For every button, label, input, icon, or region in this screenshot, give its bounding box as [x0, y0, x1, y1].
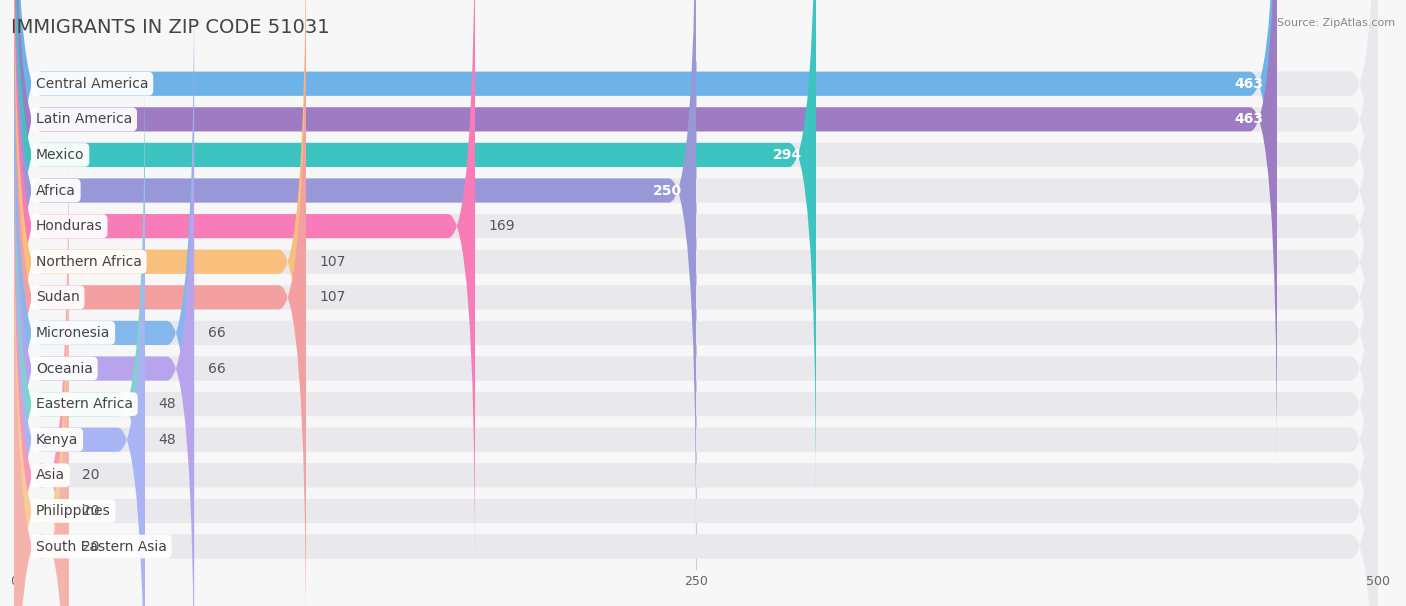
FancyBboxPatch shape	[14, 0, 194, 606]
FancyBboxPatch shape	[14, 0, 696, 534]
FancyBboxPatch shape	[14, 0, 1277, 428]
FancyBboxPatch shape	[14, 60, 1378, 606]
Text: Mexico: Mexico	[37, 148, 84, 162]
FancyBboxPatch shape	[14, 0, 307, 606]
FancyBboxPatch shape	[14, 0, 1378, 428]
FancyBboxPatch shape	[14, 202, 69, 606]
Text: 250: 250	[654, 184, 682, 198]
FancyBboxPatch shape	[14, 132, 1378, 606]
Text: Northern Africa: Northern Africa	[37, 255, 142, 268]
FancyBboxPatch shape	[14, 0, 815, 499]
Text: Source: ZipAtlas.com: Source: ZipAtlas.com	[1277, 18, 1395, 28]
FancyBboxPatch shape	[14, 202, 1378, 606]
FancyBboxPatch shape	[14, 0, 1378, 534]
FancyBboxPatch shape	[14, 132, 69, 606]
Text: Asia: Asia	[37, 468, 65, 482]
Text: 20: 20	[82, 504, 100, 518]
Text: 66: 66	[208, 362, 225, 376]
FancyBboxPatch shape	[14, 0, 475, 570]
Text: Latin America: Latin America	[37, 112, 132, 126]
Text: Kenya: Kenya	[37, 433, 79, 447]
FancyBboxPatch shape	[14, 0, 1378, 606]
FancyBboxPatch shape	[14, 0, 1378, 605]
FancyBboxPatch shape	[14, 96, 1378, 606]
FancyBboxPatch shape	[14, 0, 1378, 499]
Text: IMMIGRANTS IN ZIP CODE 51031: IMMIGRANTS IN ZIP CODE 51031	[11, 18, 330, 37]
FancyBboxPatch shape	[14, 0, 1277, 463]
FancyBboxPatch shape	[14, 96, 145, 606]
FancyBboxPatch shape	[14, 25, 194, 606]
Text: 48: 48	[159, 433, 176, 447]
Text: 48: 48	[159, 397, 176, 411]
Text: Honduras: Honduras	[37, 219, 103, 233]
Text: 20: 20	[82, 468, 100, 482]
Text: Central America: Central America	[37, 77, 149, 91]
Text: Micronesia: Micronesia	[37, 326, 110, 340]
Text: Philippines: Philippines	[37, 504, 111, 518]
Text: 20: 20	[82, 539, 100, 553]
FancyBboxPatch shape	[14, 0, 1378, 570]
Text: Oceania: Oceania	[37, 362, 93, 376]
Text: 66: 66	[208, 326, 225, 340]
Text: 107: 107	[319, 290, 346, 304]
FancyBboxPatch shape	[14, 167, 1378, 606]
Text: South Eastern Asia: South Eastern Asia	[37, 539, 167, 553]
Text: Eastern Africa: Eastern Africa	[37, 397, 134, 411]
FancyBboxPatch shape	[14, 0, 1378, 606]
Text: 169: 169	[489, 219, 515, 233]
FancyBboxPatch shape	[14, 25, 1378, 606]
Text: 294: 294	[773, 148, 803, 162]
FancyBboxPatch shape	[14, 0, 307, 605]
Text: Africa: Africa	[37, 184, 76, 198]
Text: 463: 463	[1234, 112, 1264, 126]
Text: Sudan: Sudan	[37, 290, 80, 304]
FancyBboxPatch shape	[14, 167, 69, 606]
FancyBboxPatch shape	[14, 60, 145, 606]
Text: 463: 463	[1234, 77, 1264, 91]
Text: 107: 107	[319, 255, 346, 268]
FancyBboxPatch shape	[14, 0, 1378, 463]
